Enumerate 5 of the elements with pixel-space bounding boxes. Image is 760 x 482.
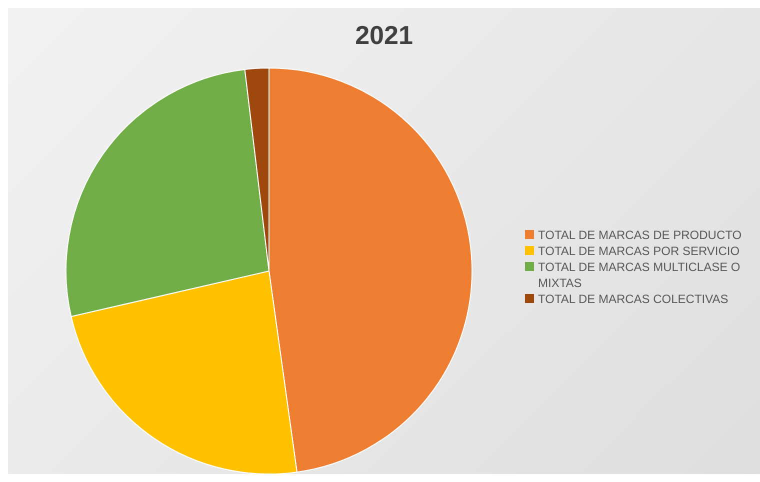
slice-label: TOTAL DE MARCAS DE PRODUCTO [538,227,742,243]
legend-label: TOTAL DE MARCAS MULTICLASE O MIXTAS [538,259,742,291]
legend-label: TOTAL DE MARCAS POR SERVICIO [538,243,740,259]
legend-label: TOTAL DE MARCAS COLECTIVAS [538,291,728,307]
chart-title: 2021 [354,19,414,52]
